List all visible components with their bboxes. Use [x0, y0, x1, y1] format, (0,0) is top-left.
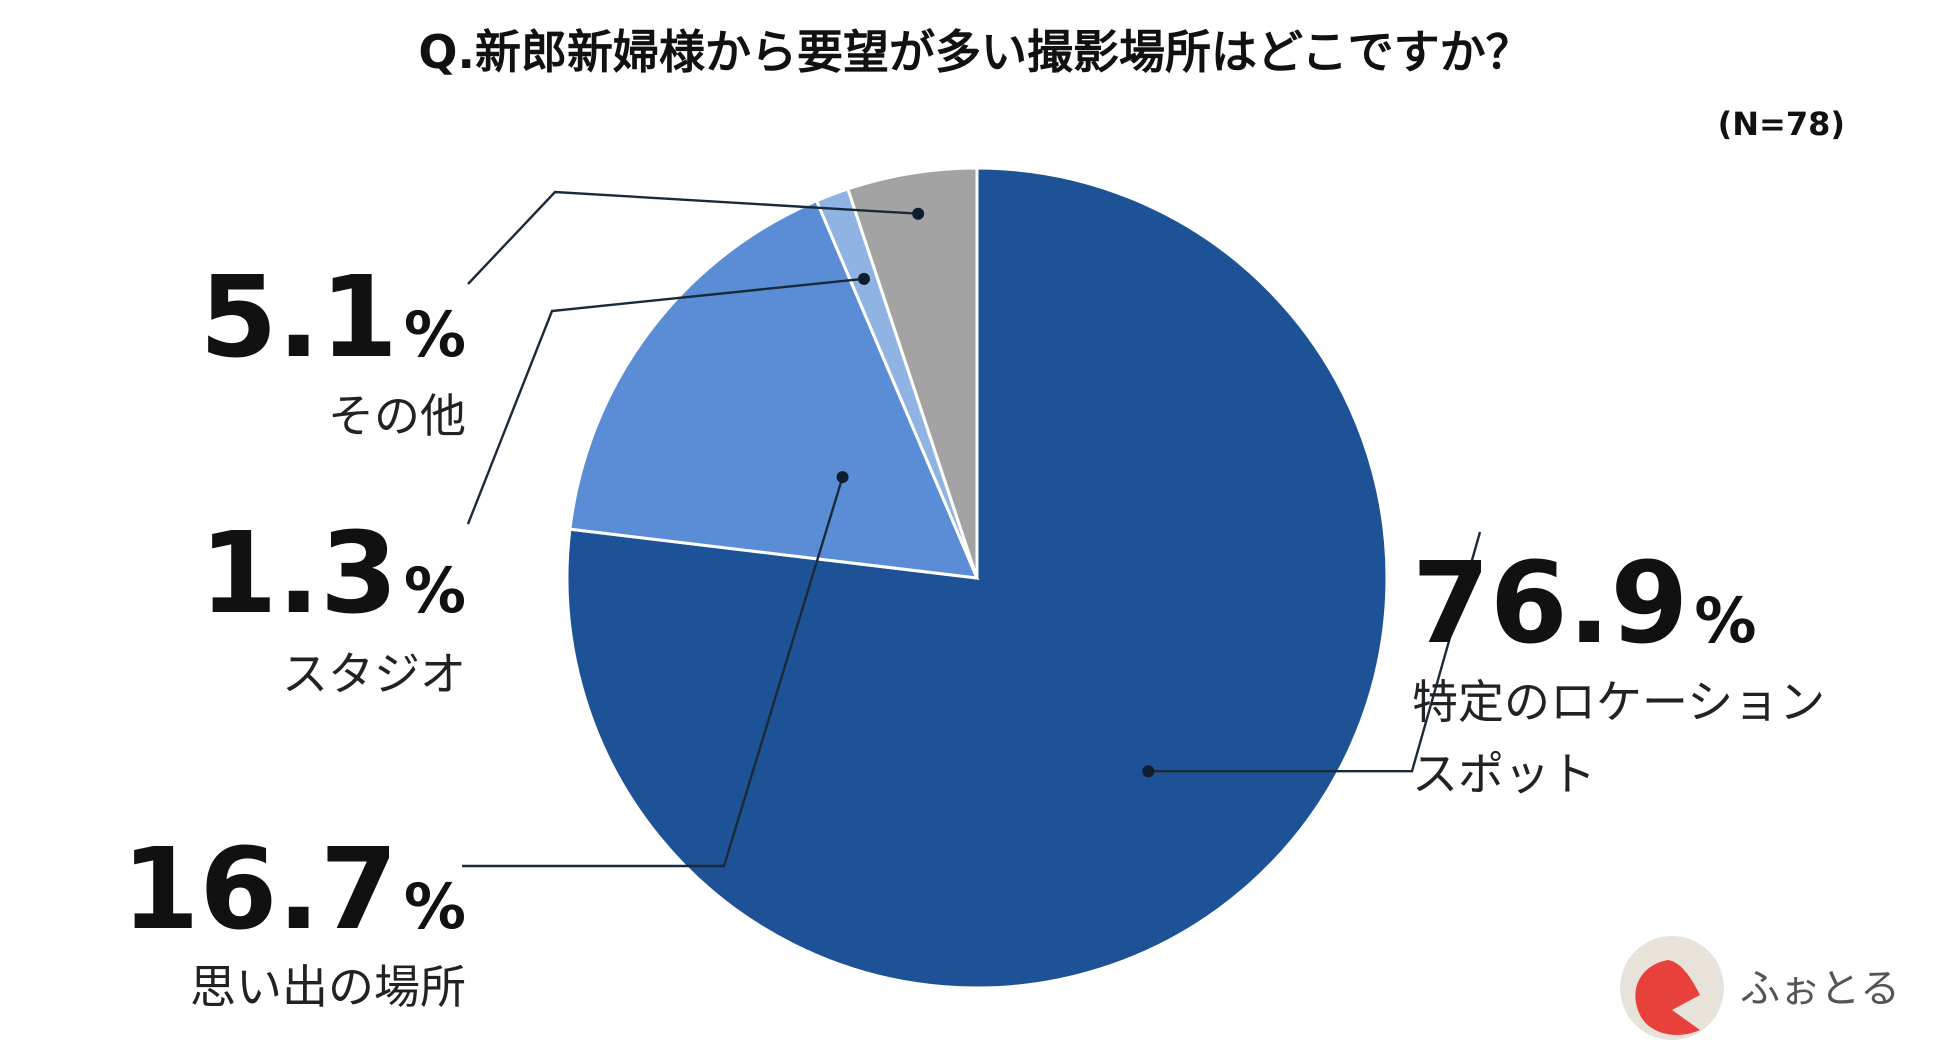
percent-value: 5.1%: [199, 253, 466, 383]
category-label: 特定のロケーション: [1412, 675, 1825, 729]
pie-slices: [565, 166, 1389, 990]
leader-studio: [466, 277, 865, 525]
slice-memorable-place: [568, 198, 980, 580]
percent-sign: %: [404, 298, 466, 371]
brand-name: ふぉとる: [1740, 966, 1900, 1012]
category-label: スタジオ: [282, 647, 466, 701]
percent-number: 5.1: [199, 253, 397, 383]
slice-labels: 76.9%特定のロケーションスポット16.7%思い出の場所1.3%スタジオ5.1…: [122, 253, 1826, 1014]
percent-value: 16.7%: [122, 825, 466, 955]
percent-sign: %: [404, 870, 466, 943]
leader-lines: [462, 190, 1482, 868]
category-label: その他: [328, 389, 466, 443]
percent-number: 16.7: [122, 825, 398, 955]
sample-size-note: (N=78): [1718, 105, 1845, 143]
leader-memorable-place: [462, 476, 844, 868]
category-label: 思い出の場所: [190, 960, 466, 1014]
category-label: スポット: [1412, 747, 1596, 801]
anchor-location-spot: [1142, 765, 1155, 778]
label-other: 5.1% その他: [199, 253, 466, 443]
percent-value: 76.9%: [1412, 539, 1756, 669]
percent-sign: %: [404, 554, 466, 627]
leader-other: [467, 190, 919, 285]
leader-location-spot: [1148, 531, 1482, 773]
label-studio: 1.3% スタジオ: [199, 509, 466, 701]
chart-title: Q.新郎新婦様から要望が多い撮影場所はどこですか？: [418, 25, 1531, 79]
slice-other: [845, 166, 979, 579]
logo-accent-shape: [1635, 960, 1700, 1035]
anchor-other: [912, 207, 925, 220]
percent-number: 76.9: [1412, 539, 1688, 669]
label-memorable-place: 16.7%思い出の場所: [122, 825, 466, 1014]
slice-location-spot: [565, 166, 1389, 990]
percent-number: 1.3: [199, 509, 397, 639]
percent-sign: %: [1694, 584, 1756, 657]
anchor-studio: [857, 272, 870, 285]
anchor-memorable-place: [836, 471, 849, 484]
percent-value: 1.3%: [199, 509, 466, 639]
brand-logo: ふぉとる: [1620, 936, 1900, 1040]
